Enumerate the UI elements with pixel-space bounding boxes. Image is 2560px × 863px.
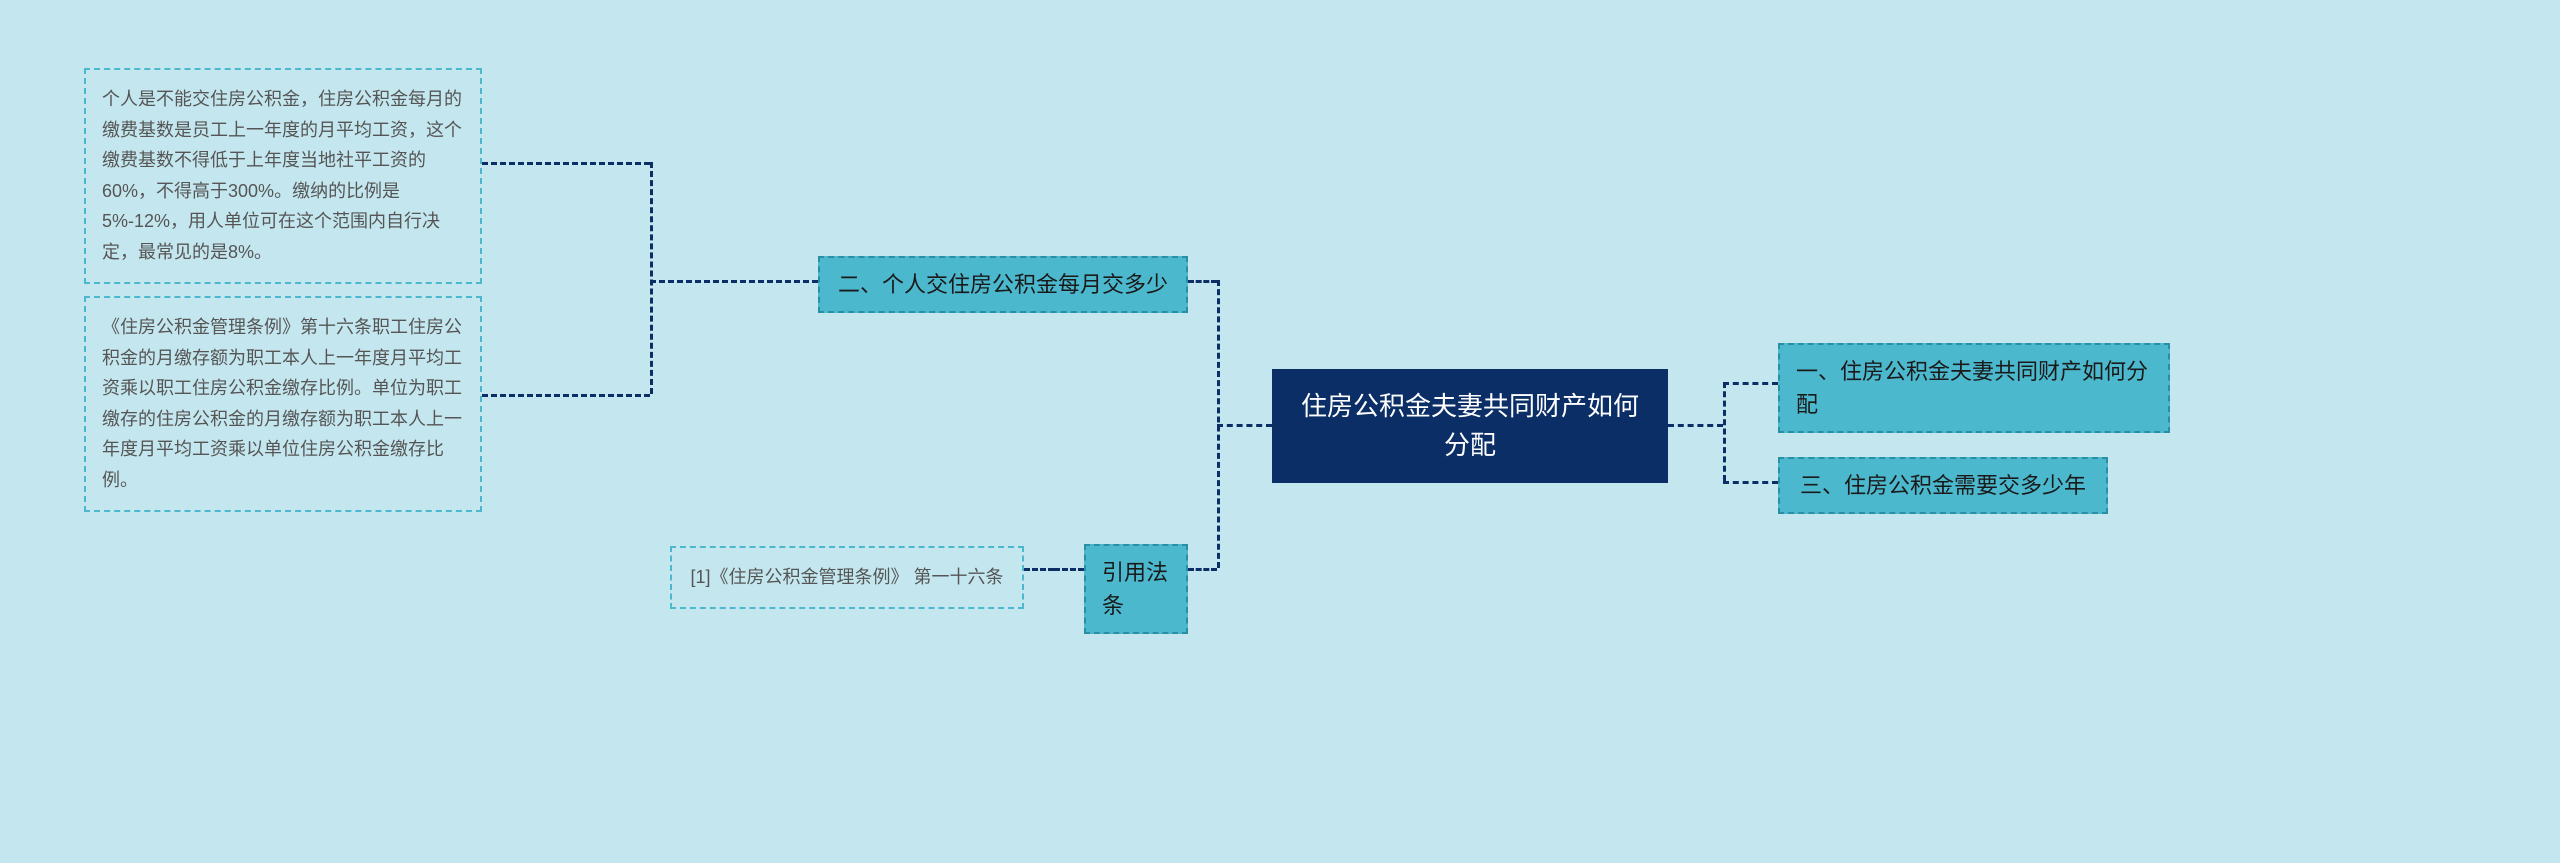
leaf-node: 《住房公积金管理条例》第十六条职工住房公积金的月缴存额为职工本人上一年度月平均工… — [84, 296, 482, 512]
mindmap-canvas: 住房公积金夫妻共同财产如何分配 一、住房公积金夫妻共同财产如何分配三、住房公积金需… — [0, 0, 2560, 863]
connector-h — [1723, 382, 1778, 385]
branch-label: 三、住房公积金需要交多少年 — [1800, 469, 2086, 502]
branch-node: 引用法条 — [1084, 544, 1188, 634]
branch-node: 一、住房公积金夫妻共同财产如何分配 — [1778, 343, 2170, 433]
root-label: 住房公积金夫妻共同财产如何分配 — [1296, 387, 1644, 465]
branch-label: 引用法条 — [1102, 556, 1170, 622]
branch-label: 一、住房公积金夫妻共同财产如何分配 — [1796, 355, 2152, 421]
leaf-node: [1]《住房公积金管理条例》 第一十六条 — [670, 546, 1024, 609]
connector-h — [482, 394, 650, 397]
branch-node: 二、个人交住房公积金每月交多少 — [818, 256, 1188, 313]
connector-v — [650, 162, 653, 394]
leaf-label: 《住房公积金管理条例》第十六条职工住房公积金的月缴存额为职工本人上一年度月平均工… — [102, 312, 464, 496]
connector-h — [1054, 568, 1084, 571]
connector-h — [1188, 568, 1217, 571]
connector-v — [1723, 382, 1726, 481]
connector-h — [1668, 424, 1723, 427]
connector-h — [1024, 568, 1054, 571]
leaf-label: [1]《住房公积金管理条例》 第一十六条 — [690, 562, 1003, 593]
branch-node: 三、住房公积金需要交多少年 — [1778, 457, 2108, 514]
connector-v — [1217, 280, 1220, 568]
leaf-label: 个人是不能交住房公积金，住房公积金每月的缴费基数是员工上一年度的月平均工资，这个… — [102, 84, 464, 268]
connector-h — [1723, 481, 1778, 484]
branch-label: 二、个人交住房公积金每月交多少 — [838, 268, 1168, 301]
connector-h — [650, 280, 818, 283]
connector-h — [1217, 424, 1272, 427]
connector-h — [1188, 280, 1217, 283]
root-node: 住房公积金夫妻共同财产如何分配 — [1272, 369, 1668, 483]
leaf-node: 个人是不能交住房公积金，住房公积金每月的缴费基数是员工上一年度的月平均工资，这个… — [84, 68, 482, 284]
connector-h — [482, 162, 650, 165]
